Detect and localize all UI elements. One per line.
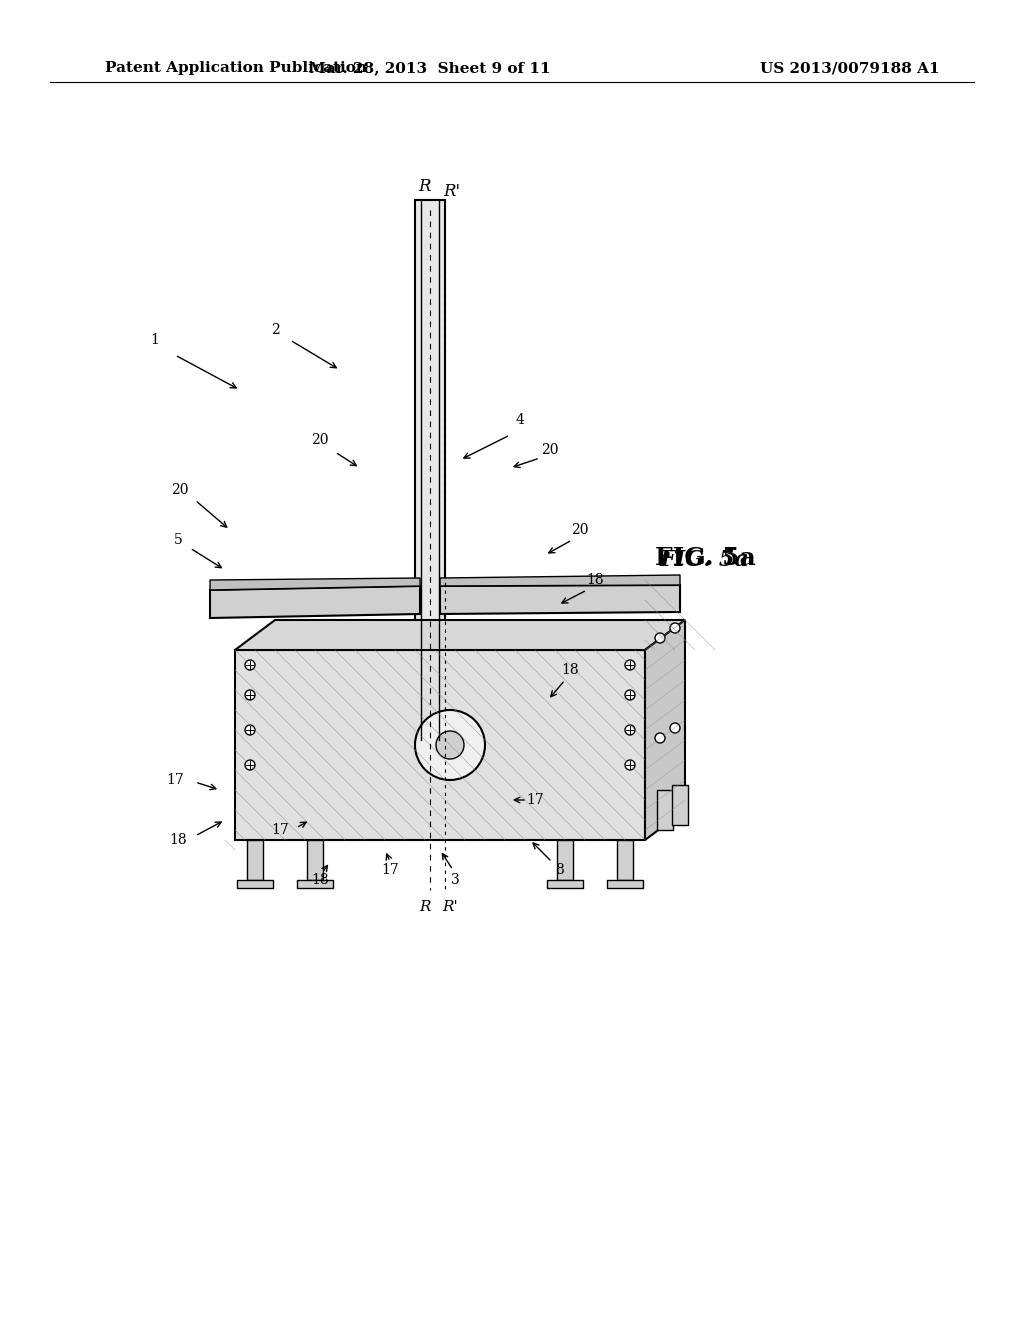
Polygon shape [210, 586, 420, 618]
Circle shape [625, 660, 635, 671]
Circle shape [245, 690, 255, 700]
Circle shape [245, 725, 255, 735]
Bar [247, 840, 263, 880]
Circle shape [670, 723, 680, 733]
Bar [307, 840, 323, 880]
Circle shape [625, 690, 635, 700]
Bar [617, 840, 633, 880]
Text: 20: 20 [311, 433, 329, 447]
Circle shape [415, 710, 485, 780]
Polygon shape [234, 620, 685, 649]
Text: FIG. 5a: FIG. 5a [660, 549, 750, 572]
Text: 4: 4 [515, 413, 524, 426]
Text: 5: 5 [174, 533, 182, 546]
Bar [657, 789, 673, 830]
Circle shape [625, 760, 635, 770]
Text: Patent Application Publication: Patent Application Publication [105, 61, 367, 75]
Text: R: R [419, 178, 431, 195]
Text: 2: 2 [270, 323, 280, 337]
Text: R': R' [443, 183, 461, 201]
Circle shape [245, 760, 255, 770]
Text: Mar. 28, 2013  Sheet 9 of 11: Mar. 28, 2013 Sheet 9 of 11 [309, 61, 551, 75]
Circle shape [655, 634, 665, 643]
Text: 18: 18 [561, 663, 579, 677]
Polygon shape [645, 620, 685, 840]
Bar [237, 880, 273, 888]
Bar [547, 880, 583, 888]
Text: 18: 18 [311, 873, 329, 887]
Text: 3: 3 [451, 873, 460, 887]
Text: R': R' [442, 900, 458, 913]
Text: US 2013/0079188 A1: US 2013/0079188 A1 [760, 61, 940, 75]
Text: 17: 17 [526, 793, 544, 807]
Bar [607, 880, 643, 888]
Text: 1: 1 [151, 333, 160, 347]
Text: 17: 17 [166, 774, 184, 787]
Text: 20: 20 [171, 483, 188, 498]
Bar [234, 649, 645, 840]
Circle shape [670, 623, 680, 634]
Polygon shape [440, 576, 680, 586]
Text: 8: 8 [556, 863, 564, 876]
Text: FIG. 5a: FIG. 5a [655, 546, 756, 570]
Text: 17: 17 [381, 863, 399, 876]
Polygon shape [210, 578, 420, 590]
Circle shape [436, 731, 464, 759]
Bar [297, 880, 333, 888]
Circle shape [655, 733, 665, 743]
Bar [557, 840, 573, 880]
Text: 18: 18 [586, 573, 604, 587]
Bar [672, 785, 688, 825]
Text: 20: 20 [571, 523, 589, 537]
Circle shape [625, 725, 635, 735]
Text: 17: 17 [271, 822, 289, 837]
Circle shape [245, 660, 255, 671]
Text: 18: 18 [169, 833, 186, 847]
Text: R: R [419, 900, 431, 913]
Polygon shape [440, 585, 680, 614]
Text: 20: 20 [542, 444, 559, 457]
Bar [415, 201, 445, 741]
